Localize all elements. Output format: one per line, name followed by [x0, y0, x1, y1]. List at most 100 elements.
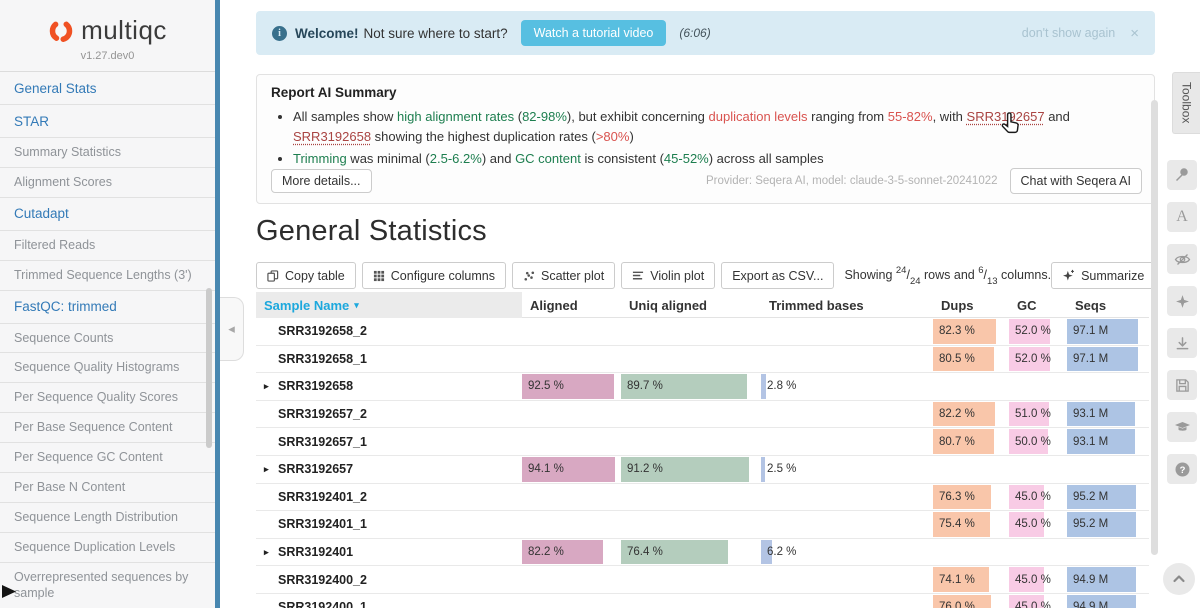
- export-as-csv-button[interactable]: Export as CSV...: [721, 262, 835, 289]
- sample-name-cell[interactable]: SRR3192400_1: [256, 594, 522, 608]
- dups-value: 82.2 %: [939, 408, 975, 421]
- sidebar-item-fastqc-trimmed[interactable]: FastQC: trimmed: [0, 291, 215, 324]
- sidebar-item-star[interactable]: STAR: [0, 105, 215, 138]
- scatter-plot-button[interactable]: Scatter plot: [511, 262, 616, 289]
- uniq-cell: [621, 346, 761, 373]
- welcome-banner: i Welcome! Not sure where to start? Watc…: [256, 11, 1155, 55]
- toolbox-label: Toolbox: [1179, 82, 1194, 124]
- sidebar-item-alignment-scores[interactable]: Alignment Scores: [0, 168, 215, 198]
- expand-caret-icon[interactable]: ▸: [264, 463, 269, 474]
- sample-name-cell[interactable]: SRR3192657_1: [256, 428, 522, 455]
- more-details-button[interactable]: More details...: [271, 169, 372, 193]
- gc-bar: [1009, 567, 1044, 592]
- toolbox-hide-icon[interactable]: [1167, 244, 1197, 274]
- ai-text-segment: 2.5-6.2%: [429, 151, 482, 166]
- column-header-seqs[interactable]: Seqs: [1075, 297, 1107, 313]
- aligned-value: 92.5 %: [528, 380, 564, 393]
- sidebar-item-trimmed-sequence-lengths-3[interactable]: Trimmed Sequence Lengths (3'): [0, 261, 215, 291]
- sample-name-cell[interactable]: SRR3192401_1: [256, 511, 522, 538]
- table-body: SRR3192658_2 82.3 % 52.0 % 97.1 M SRR3192658…: [256, 318, 1149, 608]
- toolbox-help-icon[interactable]: ?: [1167, 454, 1197, 484]
- aligned-value: 82.2 %: [528, 546, 564, 559]
- sidebar-item-sequence-quality-histograms[interactable]: Sequence Quality Histograms: [0, 353, 215, 384]
- sidebar-item-general-stats[interactable]: General Stats: [0, 72, 215, 105]
- ai-text-segment: , with: [932, 109, 967, 124]
- watch-tutorial-button[interactable]: Watch a tutorial video: [520, 20, 667, 46]
- violin-plot-button[interactable]: Violin plot: [621, 262, 716, 289]
- sidebar-item-per-base-n-content[interactable]: Per Base N Content: [0, 473, 215, 503]
- sample-name-cell[interactable]: SRR3192658_1: [256, 346, 522, 373]
- ai-text-segment: 82-98%: [522, 109, 567, 124]
- info-icon: i: [272, 25, 287, 41]
- sidebar-item-per-base-sequence-content[interactable]: Per Base Sequence Content: [0, 413, 215, 443]
- toolbox-save-icon[interactable]: [1167, 370, 1197, 400]
- table-row-srr3192657-2: SRR3192657_2 82.2 % 51.0 % 93.1 M: [256, 400, 1149, 429]
- toolbox-highlight-icon[interactable]: A: [1167, 202, 1197, 232]
- sample-name-cell[interactable]: ▸ SRR3192658: [256, 373, 522, 400]
- sidebar-item-summary-statistics[interactable]: Summary Statistics: [0, 138, 215, 168]
- gc-cell: 50.0 %: [1009, 428, 1067, 455]
- hide-icon: [1174, 251, 1191, 268]
- aligned-cell: [522, 594, 621, 608]
- table-row-srr3192401: ▸ SRR3192401 82.2 % 76.4 % 6.2 %: [256, 538, 1149, 567]
- sample-name-label: SRR3192658_1: [278, 351, 367, 366]
- table-toolbar-buttons: Copy table Configure columns Scatter plot V…: [256, 262, 835, 289]
- column-header-aligned[interactable]: Aligned: [530, 297, 578, 313]
- seqs-cell: 95.2 M: [1067, 484, 1149, 511]
- sparkle-plus-icon: [1062, 269, 1075, 282]
- sidebar-item-overrepresented-sequences-by-sample[interactable]: Overrepresented sequences by sample: [0, 563, 215, 608]
- sidebar-item-cutadapt[interactable]: Cutadapt: [0, 198, 215, 231]
- configure-columns-button[interactable]: Configure columns: [361, 262, 506, 289]
- toolbox-download-icon[interactable]: [1167, 328, 1197, 358]
- gc-value: 45.0 %: [1015, 573, 1051, 586]
- summarize-button[interactable]: Summarize: [1051, 262, 1156, 289]
- sample-link-srr3192658[interactable]: SRR3192658: [293, 128, 372, 144]
- aligned-bar: [522, 374, 614, 399]
- toolbox-pin-icon[interactable]: [1167, 160, 1197, 190]
- column-header-trimmed-bases[interactable]: Trimmed bases: [769, 297, 864, 313]
- sample-link-srr3192657[interactable]: SRR3192657: [966, 109, 1045, 124]
- sidebar-item-filtered-reads[interactable]: Filtered Reads: [0, 231, 215, 261]
- page-scrollbar[interactable]: [1151, 100, 1158, 555]
- sample-name-cell[interactable]: SRR3192400_2: [256, 566, 522, 593]
- sample-name-cell[interactable]: SRR3192401_2: [256, 484, 522, 511]
- toolbox-tutorial-icon[interactable]: [1167, 412, 1197, 442]
- chat-with-seqera-button[interactable]: Chat with Seqera AI: [1009, 168, 1142, 194]
- sample-name-cell[interactable]: SRR3192657_2: [256, 401, 522, 428]
- column-header-sample-name[interactable]: Sample Name ▾: [256, 292, 522, 318]
- expand-caret-icon[interactable]: ▸: [264, 380, 269, 391]
- sidebar-item-sequence-counts[interactable]: Sequence Counts: [0, 324, 215, 354]
- seqs-cell: 97.1 M: [1067, 318, 1149, 345]
- column-header-gc[interactable]: GC: [1017, 297, 1037, 313]
- trimmed-cell: [761, 401, 933, 428]
- dups-cell: 82.3 %: [933, 318, 1009, 345]
- scroll-to-top-button[interactable]: [1163, 563, 1195, 595]
- uniq-cell: [621, 318, 761, 345]
- sidebar-scrollbar[interactable]: [206, 288, 212, 448]
- sidebar-item-per-sequence-quality-scores[interactable]: Per Sequence Quality Scores: [0, 383, 215, 414]
- trimmed-value: 6.2 %: [767, 546, 797, 559]
- sample-name-cell[interactable]: ▸ SRR3192657: [256, 456, 522, 483]
- copy-table-button[interactable]: Copy table: [256, 262, 356, 289]
- sidebar-item-per-sequence-gc-content[interactable]: Per Sequence GC Content: [0, 443, 215, 473]
- toolbox-tab[interactable]: Toolbox: [1172, 72, 1200, 134]
- uniq-value: 76.4 %: [627, 546, 663, 559]
- dups-cell: 80.5 %: [933, 346, 1009, 373]
- multiqc-logo-icon: [48, 18, 74, 44]
- dups-bar: [933, 319, 996, 344]
- sidebar-item-sequence-duplication-levels[interactable]: Sequence Duplication Levels: [0, 533, 215, 563]
- sidebar-collapse-tab[interactable]: ◂: [220, 297, 244, 361]
- expand-caret-icon[interactable]: ▸: [264, 546, 269, 557]
- sample-name-cell[interactable]: ▸ SRR3192401: [256, 539, 522, 566]
- sidebar-item-sequence-length-distribution[interactable]: Sequence Length Distribution: [0, 503, 215, 533]
- aligned-cell: [522, 566, 621, 593]
- dont-show-again-link[interactable]: don't show again: [1021, 26, 1116, 40]
- toolbox-ai-icon[interactable]: [1167, 286, 1197, 316]
- uniq-bar: [621, 539, 728, 565]
- gc-cell: 52.0 %: [1009, 318, 1067, 345]
- close-icon[interactable]: ×: [1130, 24, 1139, 42]
- column-header-uniq-aligned[interactable]: Uniq aligned: [629, 297, 707, 313]
- column-header-dups[interactable]: Dups: [941, 297, 974, 313]
- sample-name-cell[interactable]: SRR3192658_2: [256, 318, 522, 345]
- gc-value: 45.0 %: [1015, 490, 1051, 503]
